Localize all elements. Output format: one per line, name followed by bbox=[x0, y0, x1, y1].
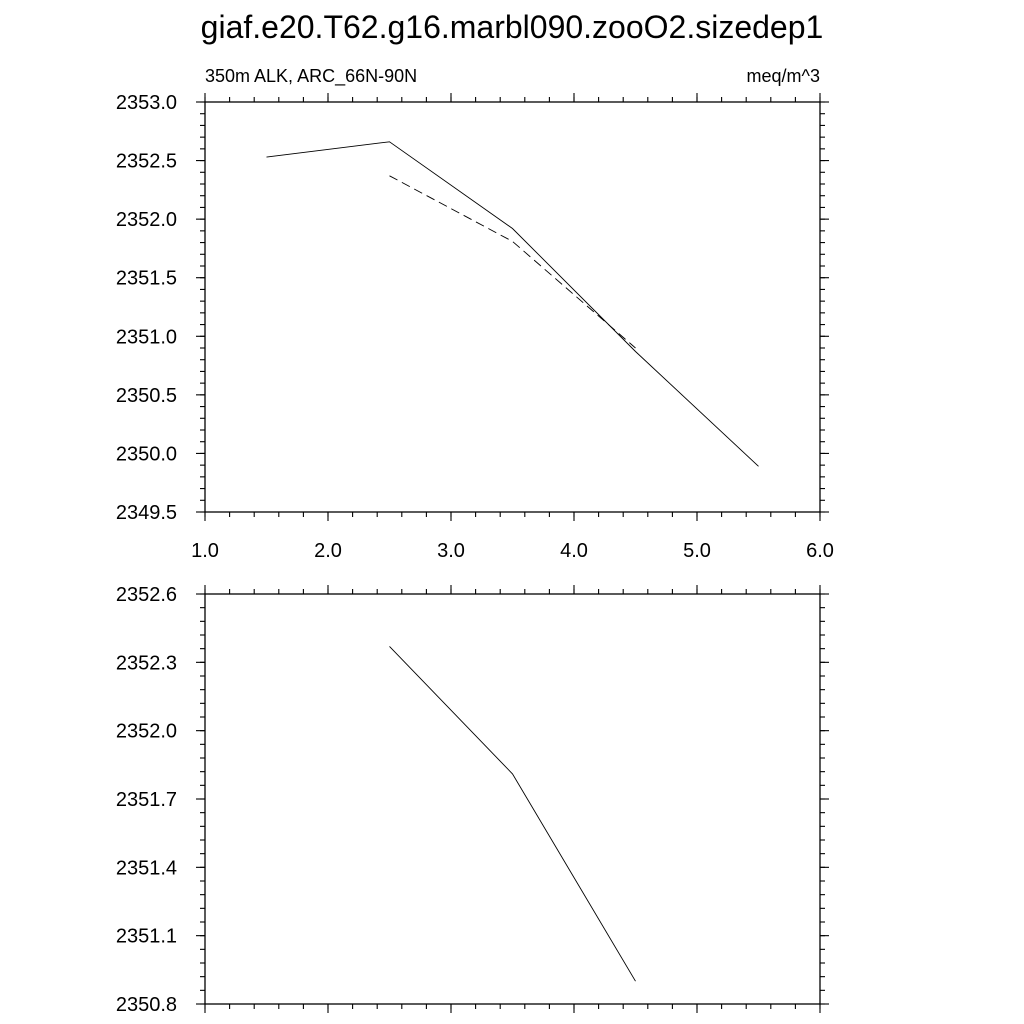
x-tick-label: 4.0 bbox=[560, 540, 588, 562]
series-line-solid bbox=[266, 141, 759, 467]
y-tick-label: 2350.8 bbox=[116, 994, 177, 1016]
y-tick-label: 2351.1 bbox=[116, 926, 177, 948]
y-tick-label: 2350.5 bbox=[116, 385, 177, 407]
y-tick-label: 2352.0 bbox=[116, 209, 177, 231]
bottom-panel-frame bbox=[204, 593, 821, 1005]
y-tick-label: 2352.3 bbox=[116, 652, 177, 674]
top-panel-ticks: 1.0 2.0 3.0 4.0 5.0 6.0 2349.5 2350.0 2350.5 2351… bbox=[116, 92, 834, 562]
top-panel-series bbox=[266, 141, 759, 467]
top-panel: 350m ALK, ARC_66N-90N meq/m^3 1.0 2.0 3.0 4… bbox=[116, 66, 834, 562]
x-tick-label: 5.0 bbox=[683, 540, 711, 562]
bottom-panel-series bbox=[389, 646, 636, 982]
top-panel-frame bbox=[204, 101, 821, 513]
y-tick-label: 2349.5 bbox=[116, 502, 177, 524]
y-tick-label: 2351.7 bbox=[116, 789, 177, 811]
bottom-panel-ticks: 2350.8 2351.1 2351.4 2351.7 2352.0 2352.3 2352… bbox=[116, 584, 829, 1016]
series-line-solid bbox=[389, 646, 636, 982]
x-tick-label: 6.0 bbox=[806, 540, 834, 562]
series-line-dashed bbox=[389, 175, 636, 349]
y-tick-label: 2352.5 bbox=[116, 151, 177, 173]
y-tick-label: 2351.4 bbox=[116, 857, 177, 879]
top-panel-units-label: meq/m^3 bbox=[747, 66, 820, 86]
x-tick-label: 3.0 bbox=[437, 540, 465, 562]
y-tick-label: 2350.0 bbox=[116, 443, 177, 465]
y-tick-label: 2352.6 bbox=[116, 584, 177, 606]
y-tick-label: 2351.0 bbox=[116, 326, 177, 348]
figure-title: giaf.e20.T62.g16.marbl090.zooO2.sizedep1 bbox=[201, 9, 824, 45]
x-tick-label: 1.0 bbox=[191, 540, 219, 562]
y-tick-label: 2353.0 bbox=[116, 92, 177, 114]
bottom-panel: 2350.8 2351.1 2351.4 2351.7 2352.0 2352.3 2352… bbox=[116, 584, 829, 1016]
top-panel-left-label: 350m ALK, ARC_66N-90N bbox=[205, 66, 417, 87]
y-tick-label: 2351.5 bbox=[116, 268, 177, 290]
y-tick-label: 2352.0 bbox=[116, 721, 177, 743]
x-tick-label: 2.0 bbox=[314, 540, 342, 562]
